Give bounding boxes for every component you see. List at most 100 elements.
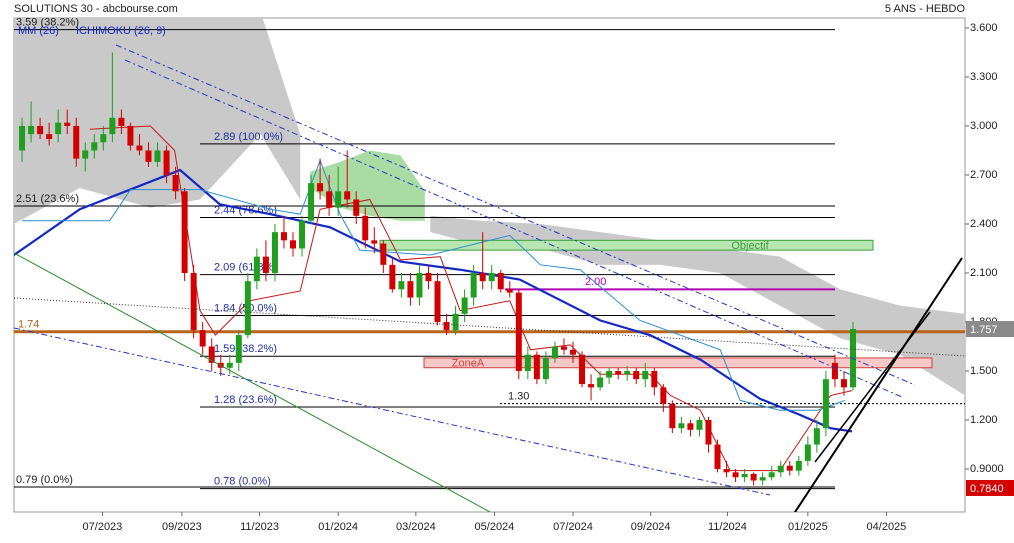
level-label: 1.30 xyxy=(508,391,529,403)
y-tick-label: 3.600 xyxy=(970,22,998,34)
candle-body xyxy=(488,272,495,282)
candle-body xyxy=(262,256,269,273)
candle-body xyxy=(533,354,540,380)
candle-body xyxy=(660,387,667,404)
candle-body xyxy=(235,335,242,363)
level-label: 1.59 (38.2%) xyxy=(214,343,277,355)
candle-body xyxy=(687,423,694,430)
price-tag-label: 1.757 xyxy=(970,324,998,336)
candle-body xyxy=(271,232,278,273)
trendline xyxy=(814,311,931,463)
candle-body xyxy=(452,313,459,331)
x-tick-label: 01/2024 xyxy=(318,521,358,533)
candle-body xyxy=(100,134,107,143)
candle-body xyxy=(416,272,423,298)
x-tick-label: 05/2024 xyxy=(475,521,515,533)
level-label: 0.78 (0.0%) xyxy=(214,476,271,488)
candle-body xyxy=(244,281,251,336)
candle-body xyxy=(55,122,62,135)
candle-body xyxy=(362,215,369,241)
candle-body xyxy=(750,473,757,481)
candle-body xyxy=(560,346,567,350)
candle-body xyxy=(579,354,586,385)
candle-body xyxy=(470,272,477,298)
trendline xyxy=(793,257,963,512)
candle-body xyxy=(813,428,820,445)
indicator-line xyxy=(22,158,846,411)
trendline xyxy=(14,327,771,496)
candle-body xyxy=(308,183,315,221)
candle-body xyxy=(723,469,730,473)
candle-body xyxy=(163,150,170,175)
candle-body xyxy=(768,472,775,478)
candle-body xyxy=(461,297,468,314)
y-tick-label: 3.300 xyxy=(970,71,998,83)
level-label: 0.79 (0.0%) xyxy=(16,474,73,486)
candle-body xyxy=(118,117,125,126)
candle-body xyxy=(497,272,504,290)
candle-body xyxy=(678,423,685,429)
ichimoku-cloud xyxy=(430,215,965,396)
candle-body xyxy=(280,232,287,241)
candle-body xyxy=(840,379,847,388)
candle-body xyxy=(651,371,658,388)
candle-body xyxy=(344,191,351,200)
candle-body xyxy=(642,371,649,380)
y-tick-label: 1.200 xyxy=(970,414,998,426)
y-tick-label: 0.9000 xyxy=(970,463,1004,475)
level-label: 1.28 (23.6%) xyxy=(214,394,277,406)
candle-body xyxy=(633,371,640,380)
candle-body xyxy=(172,174,179,192)
x-tick-label: 04/2025 xyxy=(867,521,907,533)
candle-body xyxy=(804,444,811,461)
candle-body xyxy=(398,281,405,290)
price-tag xyxy=(966,321,1014,338)
candle-body xyxy=(759,477,766,481)
x-tick-label: 07/2023 xyxy=(83,521,123,533)
candle-body xyxy=(380,243,387,265)
candle-body xyxy=(136,145,143,151)
candle-body xyxy=(615,371,622,375)
y-tick-label: 2.400 xyxy=(970,218,998,230)
candle-body xyxy=(389,264,396,290)
candle-body xyxy=(822,379,829,429)
indicator-line xyxy=(89,125,853,472)
x-tick-label: 11/2024 xyxy=(708,521,747,533)
candle-body xyxy=(425,272,432,282)
candle-body xyxy=(290,240,297,249)
candle-body xyxy=(326,191,333,208)
candle-body xyxy=(28,125,35,135)
zone-label: Objectif xyxy=(731,240,769,252)
candle-body xyxy=(299,220,306,249)
candle-body xyxy=(732,472,739,478)
y-tick-label: 2.100 xyxy=(970,267,998,279)
candle-body xyxy=(46,134,53,140)
candle-body xyxy=(624,371,631,375)
candle-body xyxy=(714,444,721,470)
candle-body xyxy=(542,357,549,380)
candle-body xyxy=(91,142,98,151)
level-label: 2.09 (61.8%) xyxy=(214,262,277,274)
level-label: 3.59 (38.2%) xyxy=(16,16,79,28)
chart-title: SOLUTIONS 30 - abcbourse.com xyxy=(14,3,178,15)
candle-body xyxy=(479,272,486,282)
candle-body xyxy=(597,377,604,388)
candle-body xyxy=(741,473,748,478)
trendline xyxy=(124,59,903,398)
x-tick-label: 09/2023 xyxy=(162,521,202,533)
level-label: 1.74 xyxy=(18,319,39,331)
candle-body xyxy=(524,354,531,372)
candle-body xyxy=(831,362,838,380)
chart-subtitle: 5 ANS - HEBDO xyxy=(885,3,966,15)
zone-label: ZoneA xyxy=(452,358,485,370)
candle-body xyxy=(606,371,613,378)
candle-body xyxy=(82,150,89,159)
candle-body xyxy=(705,420,712,445)
x-tick-label: 03/2024 xyxy=(396,521,436,533)
candle-body xyxy=(317,183,324,192)
trendline xyxy=(115,44,916,386)
price-tag-label: 0.7840 xyxy=(970,483,1004,495)
y-tick-label: 1.500 xyxy=(970,365,998,377)
candle-body xyxy=(226,362,233,368)
